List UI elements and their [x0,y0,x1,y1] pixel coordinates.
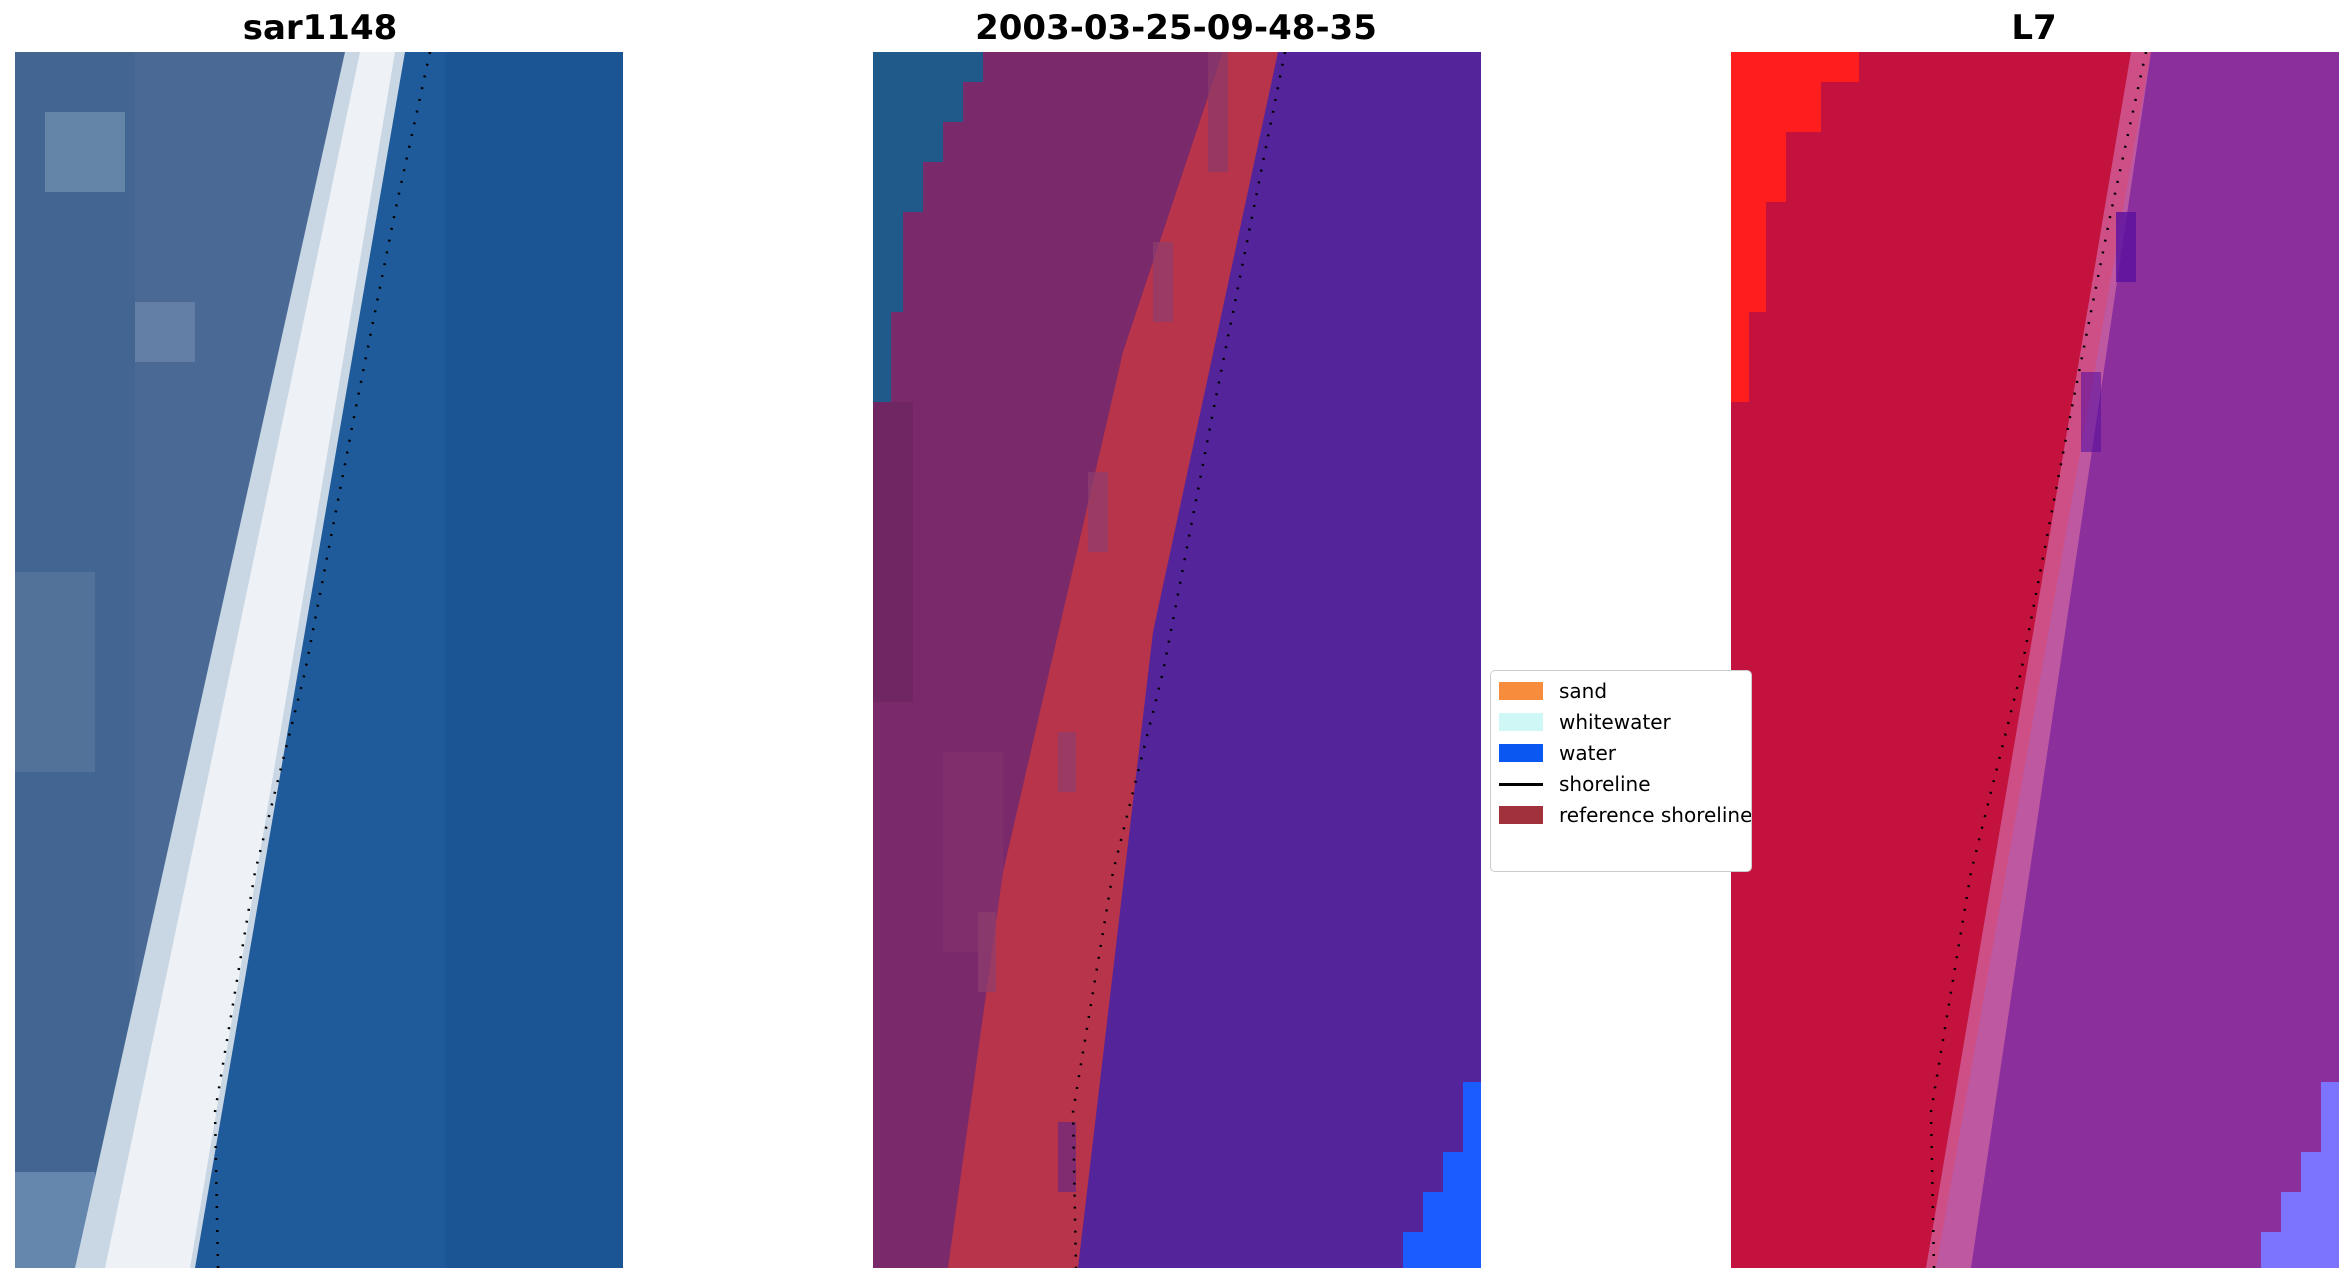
rgb-image-panel [15,52,623,1268]
legend-label-sand: sand [1559,679,1608,703]
legend-label-water: water [1559,741,1616,765]
rgb-image [15,52,623,1268]
shoreline-line-swatch [1499,782,1543,786]
legend-label-reference-shoreline: reference shoreline [1559,803,1752,827]
legend-item-sand: sand [1499,677,1607,705]
legend-item-whitewater: whitewater [1499,708,1671,736]
water-swatch [1499,744,1543,762]
shoreline-dots-l7 [1929,52,2148,1268]
legend-label-whitewater: whitewater [1559,710,1671,734]
legend-item-shoreline: shoreline [1499,770,1651,798]
legend: sand whitewater water shoreline referenc… [1490,670,1752,872]
shoreline-dots [213,52,432,1268]
legend-item-reference-shoreline: reference shoreline [1499,801,1752,829]
l7-image [1731,52,2339,1268]
l7-image-panel [1731,52,2339,1268]
classified-image [873,52,1481,1268]
shoreline-dots-classified [1071,52,1287,1268]
sand-swatch [1499,682,1543,700]
panel-title-rgb: sar1148 [242,8,398,48]
panel-title-nir: L7 [2011,8,2057,48]
legend-label-shoreline: shoreline [1559,772,1651,796]
panel-title-classified: 2003-03-25-09-48-35 [975,8,1377,48]
reference-shoreline-swatch [1499,806,1543,824]
whitewater-swatch [1499,713,1543,731]
legend-item-water: water [1499,739,1616,767]
classified-image-panel [873,52,1481,1268]
